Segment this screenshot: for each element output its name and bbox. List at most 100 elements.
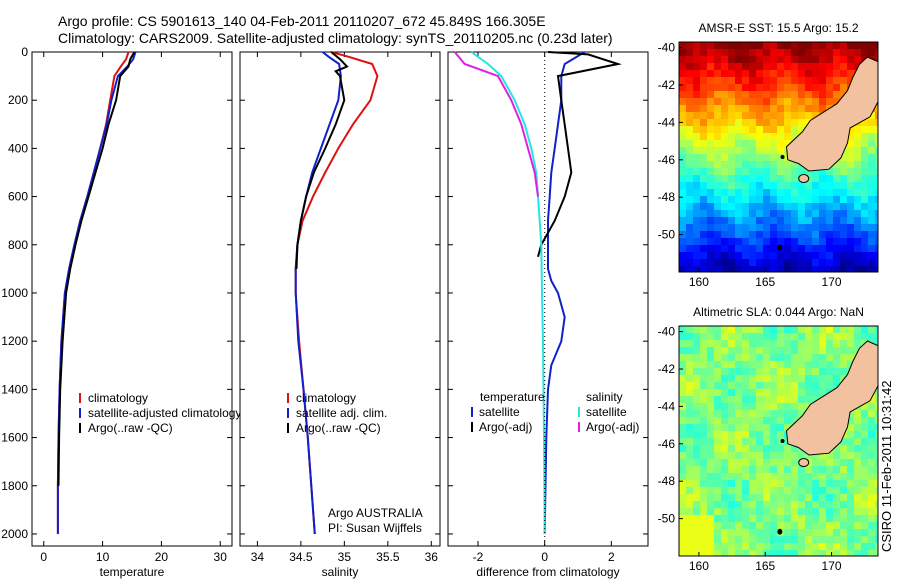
map-cell <box>819 189 827 197</box>
map-cell <box>805 354 813 362</box>
map-cell <box>875 112 878 120</box>
map-cell <box>784 70 792 78</box>
map-cell <box>735 245 743 253</box>
map-cell <box>735 375 743 383</box>
map-cell <box>714 203 722 211</box>
map-cell <box>833 259 841 267</box>
map-cell <box>756 410 764 418</box>
map-cell <box>868 452 876 460</box>
map-cell <box>826 70 834 78</box>
map-cell <box>777 133 785 141</box>
map-cell <box>798 49 806 57</box>
map-cell <box>679 445 687 453</box>
map-cell <box>686 550 694 556</box>
map-cell <box>686 217 694 225</box>
map-cell <box>714 175 722 183</box>
argo-float-marker <box>780 154 785 159</box>
map-cell <box>756 266 764 272</box>
map-cell <box>770 417 778 425</box>
map-cell <box>721 252 729 260</box>
map-xtick-label: 170 <box>822 559 842 573</box>
map-cell <box>763 501 771 509</box>
map-cell <box>728 501 736 509</box>
difference-axes-frame <box>447 51 649 547</box>
map-cell <box>700 431 708 439</box>
map-cell <box>819 252 827 260</box>
map-cell <box>812 217 820 225</box>
map-cell <box>784 49 792 57</box>
map-cell <box>777 452 785 460</box>
map-cell <box>819 70 827 78</box>
map-cell <box>868 459 876 467</box>
map-cell <box>749 515 757 523</box>
map-cell <box>686 333 694 341</box>
map-cell <box>854 203 862 211</box>
map-cell <box>742 56 750 64</box>
map-cell <box>861 494 869 502</box>
map-cell <box>826 238 834 246</box>
map-cell <box>833 98 841 106</box>
map-xtick-label: 165 <box>755 275 775 289</box>
map-cell <box>707 368 715 376</box>
map-cell <box>861 203 869 211</box>
map-cell <box>679 487 687 495</box>
map-cell <box>763 161 771 169</box>
map-cell <box>749 147 757 155</box>
map-cell <box>742 417 750 425</box>
map-cell <box>693 147 701 155</box>
map-cell <box>749 396 757 404</box>
map-cell <box>875 340 878 348</box>
map-cell <box>826 91 834 99</box>
map-cell <box>819 543 827 551</box>
map-cell <box>735 203 743 211</box>
map-cell <box>742 543 750 551</box>
map-cell <box>854 452 862 460</box>
map-cell <box>777 196 785 204</box>
map-cell <box>742 459 750 467</box>
map-cell <box>875 501 878 509</box>
map-cell <box>707 161 715 169</box>
map-cell <box>777 140 785 148</box>
map-cell <box>756 217 764 225</box>
map-cell <box>756 91 764 99</box>
map-cell <box>812 522 820 530</box>
map-cell <box>819 266 827 272</box>
map-cell <box>763 396 771 404</box>
map-cell <box>714 70 722 78</box>
map-cell <box>686 91 694 99</box>
map-cell <box>742 375 750 383</box>
map-cell <box>686 210 694 218</box>
map-cell <box>791 501 799 509</box>
map-cell <box>728 161 736 169</box>
map-cell <box>721 431 729 439</box>
map-cell <box>686 252 694 260</box>
map-cell <box>735 175 743 183</box>
credit-annotation: Argo AUSTRALIA <box>328 506 423 520</box>
map-cell <box>784 182 792 190</box>
map-cell <box>679 126 687 134</box>
map-cell <box>742 91 750 99</box>
map-cell <box>833 56 841 64</box>
salinity-series-line <box>295 51 349 269</box>
map-cell <box>756 543 764 551</box>
map-cell <box>770 259 778 267</box>
map-cell <box>735 361 743 369</box>
map-cell <box>686 494 694 502</box>
map-cell <box>707 340 715 348</box>
map-cell <box>805 231 813 239</box>
map-cell <box>833 445 841 453</box>
map-cell <box>875 175 878 183</box>
map-cell <box>840 536 848 544</box>
map-cell <box>693 459 701 467</box>
map-cell <box>854 536 862 544</box>
map-cell <box>693 550 701 556</box>
map-cell <box>756 63 764 71</box>
map-cell <box>749 473 757 481</box>
map-cell <box>756 501 764 509</box>
map-cell <box>679 326 687 334</box>
map-cell <box>707 175 715 183</box>
map-cell <box>812 182 820 190</box>
map-cell <box>742 266 750 272</box>
map-cell <box>721 452 729 460</box>
map-cell <box>728 389 736 397</box>
